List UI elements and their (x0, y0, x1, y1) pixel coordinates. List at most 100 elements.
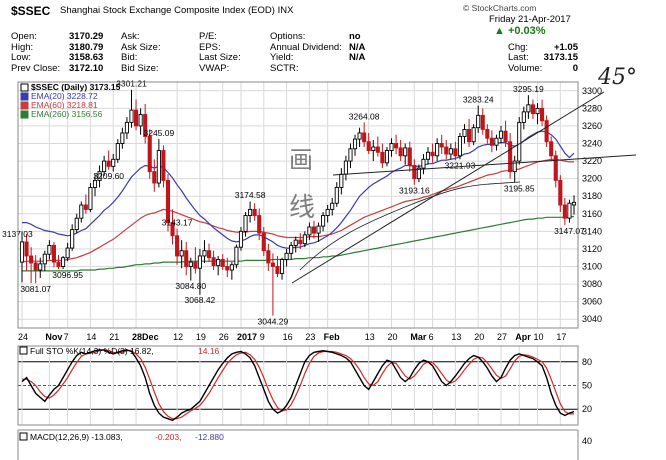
legend-label: EMA(260) 3156.56 (31, 109, 103, 119)
candle-body (352, 138, 358, 150)
candle (480, 108, 485, 135)
candle-body (206, 250, 212, 259)
candle (229, 262, 234, 280)
price-tick-label: 3220 (582, 156, 602, 166)
candle (498, 125, 504, 144)
price-annotation: 3245.09 (143, 128, 174, 138)
candle (92, 174, 98, 197)
candle-body (307, 226, 312, 236)
candle (147, 129, 152, 179)
candle (380, 143, 385, 169)
candle-body (540, 107, 545, 122)
candle (307, 222, 312, 241)
candle (389, 138, 394, 157)
candle-body (316, 225, 321, 234)
candle-body (102, 160, 107, 173)
field-value: 3180.79 (69, 41, 104, 53)
candle (257, 208, 262, 241)
candle (65, 242, 70, 262)
candle-body (302, 234, 307, 245)
candle-body (257, 215, 262, 234)
ema60-line (21, 158, 574, 263)
candle-body (325, 208, 330, 216)
date-tick-label: 24 (18, 332, 28, 342)
date-tick-label: 9 (260, 332, 265, 342)
field-label: VWAP: (199, 62, 230, 74)
candle-body (61, 257, 66, 267)
candle-body (248, 208, 253, 216)
candle (61, 255, 66, 270)
candle (352, 134, 358, 156)
candle-body (197, 255, 202, 269)
candle-body (553, 155, 558, 181)
candle-body (120, 132, 125, 144)
candle-body (425, 151, 431, 160)
candle (567, 199, 572, 223)
candle (248, 201, 253, 223)
macd-legend-swatch (19, 432, 28, 441)
price-tick-label: 3060 (582, 297, 602, 307)
price-annotation: 3147.07 (554, 226, 585, 236)
candle-body (476, 114, 481, 129)
candle (197, 248, 202, 295)
candle (74, 213, 79, 234)
candle-body (571, 201, 577, 206)
candle-body (147, 136, 152, 173)
candle (51, 241, 56, 268)
candle-body (334, 186, 339, 204)
field-value: 3170.29 (69, 31, 104, 42)
price-annotation: 3096.95 (52, 270, 83, 280)
candle-body (489, 137, 494, 146)
candle-body (83, 204, 88, 210)
candle-body (88, 186, 93, 210)
candle (457, 132, 463, 160)
field-value: 3172.10 (69, 62, 104, 74)
date-tick-label: 2017 (237, 332, 257, 342)
price-annotation: 3295.19 (513, 84, 544, 94)
candle (133, 99, 139, 131)
price-annotation: 3264.08 (349, 111, 380, 121)
candle-body (398, 147, 403, 157)
candle-body (544, 120, 549, 143)
candle (234, 244, 239, 269)
candle (467, 118, 472, 148)
handwritten-annotations: 45° 画线 (289, 65, 637, 284)
field-label: Options: (270, 31, 306, 42)
candle (375, 136, 380, 157)
stochastic-tick-label: 80 (582, 357, 592, 367)
candle-body (503, 130, 508, 143)
candle-body (526, 104, 531, 113)
candle-body (170, 222, 175, 237)
field-value: no (349, 31, 361, 42)
candle (394, 134, 399, 155)
price-tick-label: 3080 (582, 279, 602, 289)
date-tick-label: 21 (109, 332, 119, 342)
candle-body (517, 121, 522, 162)
candle (33, 255, 38, 284)
price-annotation: 3081.07 (20, 284, 51, 294)
date-tick-label: 14 (86, 332, 96, 342)
field-label: P/E: (199, 31, 217, 42)
candle-body (243, 215, 248, 232)
candle (471, 124, 476, 146)
candle (42, 250, 47, 271)
candle (79, 201, 84, 223)
candle (430, 143, 435, 163)
candle-body (279, 259, 285, 274)
price-tick-label: 3040 (582, 314, 602, 324)
candle-body (165, 179, 171, 224)
candle-body (74, 217, 79, 231)
candle (316, 222, 321, 242)
candle (202, 240, 207, 263)
candle-body (284, 252, 289, 260)
candle-body (480, 114, 485, 130)
candle-body (216, 259, 221, 267)
candle-body (252, 208, 257, 216)
candle-body (298, 239, 303, 245)
candle (170, 209, 175, 245)
candle-body (343, 160, 348, 175)
candle (124, 117, 129, 140)
price-annotation: 3084.80 (175, 281, 206, 291)
candle (225, 257, 230, 278)
candle-body (266, 250, 271, 264)
